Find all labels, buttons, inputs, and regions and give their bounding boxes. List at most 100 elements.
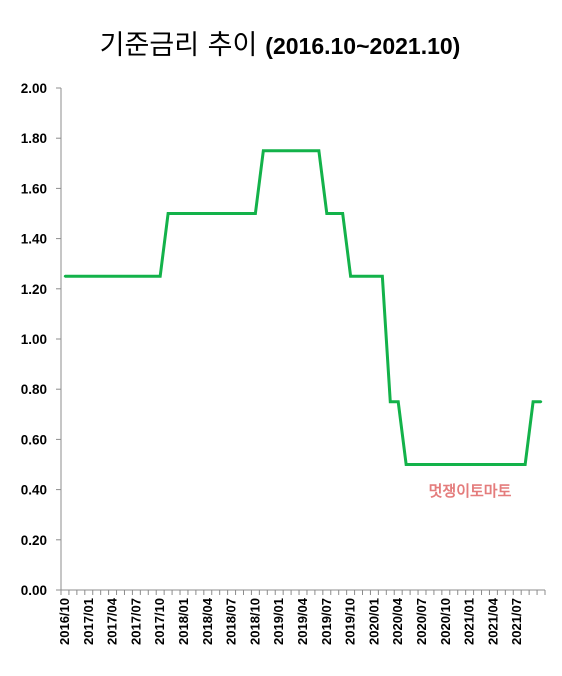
- x-tick-label: 2018/04: [200, 597, 215, 645]
- x-tick-label: 2017/04: [105, 597, 120, 645]
- data-point: [254, 212, 257, 215]
- x-tick-label: 2021/07: [509, 598, 524, 645]
- data-point: [127, 275, 130, 278]
- data-point: [71, 275, 75, 278]
- series-line: [64, 149, 542, 466]
- data-point: [238, 212, 241, 215]
- data-point: [79, 275, 83, 278]
- y-tick-label: 1.40: [21, 232, 47, 247]
- series-group: [63, 149, 543, 466]
- chart-title: 기준금리 추이 (2016.10~2021.10): [100, 30, 461, 61]
- data-point: [182, 212, 186, 215]
- x-tick-label: 2020/10: [438, 598, 453, 645]
- data-point: [365, 275, 368, 278]
- x-tick-label: 2019/01: [271, 598, 286, 645]
- data-point: [270, 149, 273, 152]
- data-point: [516, 463, 519, 466]
- data-point: [87, 275, 90, 278]
- data-point: [460, 463, 463, 466]
- x-tick-label: 2018/07: [224, 598, 239, 645]
- data-point: [325, 212, 328, 215]
- data-point: [349, 275, 352, 278]
- data-point: [206, 212, 209, 215]
- x-tick-label: 2019/04: [295, 597, 310, 645]
- y-tick-labels: 0.00 0.20 0.40 0.60 0.80 1.00 1.20 1.40 1.60 1.80…: [21, 81, 47, 598]
- x-tick-label: 2017/01: [81, 598, 96, 645]
- data-point: [436, 463, 440, 466]
- data-point: [476, 463, 479, 466]
- data-point: [230, 212, 233, 215]
- data-point: [508, 463, 511, 466]
- x-tick-labels: 2016/10 2017/01 2017/04 2017/07 2017/10 2018/…: [57, 597, 524, 645]
- data-point: [523, 463, 527, 466]
- data-point: [389, 400, 392, 403]
- y-tick-label: 0.00: [21, 583, 47, 598]
- data-point: [444, 463, 448, 466]
- data-point: [420, 463, 424, 466]
- axes: [56, 87, 546, 595]
- x-tick-label: 2017/10: [152, 598, 167, 645]
- data-point: [174, 212, 178, 215]
- data-point: [301, 149, 305, 152]
- x-tick-label: 2016/10: [57, 598, 72, 645]
- watermark-text: 멋쟁이토마토: [429, 482, 512, 500]
- x-tick-label: 2018/10: [247, 598, 262, 645]
- data-point: [428, 463, 432, 466]
- x-tick-label: 2021/01: [462, 598, 477, 645]
- data-point: [151, 275, 154, 278]
- data-point: [119, 275, 122, 278]
- data-point: [492, 463, 495, 466]
- x-tick-label: 2021/04: [485, 597, 500, 645]
- data-point: [166, 212, 170, 215]
- y-tick-label: 0.20: [21, 533, 47, 548]
- y-tick-label: 1.00: [21, 332, 47, 347]
- data-point: [484, 463, 487, 466]
- data-point: [357, 275, 360, 278]
- data-point: [135, 275, 138, 278]
- data-point: [143, 275, 146, 278]
- x-tick-label: 2020/04: [390, 597, 405, 645]
- data-point: [103, 275, 106, 278]
- y-tick-label: 1.80: [21, 131, 47, 146]
- data-point: [214, 212, 217, 215]
- data-point: [373, 275, 376, 278]
- data-point: [468, 463, 471, 466]
- data-point: [341, 212, 344, 215]
- data-point: [111, 275, 114, 278]
- y-tick-label: 0.60: [21, 432, 47, 447]
- x-tick-label: 2018/01: [176, 598, 191, 645]
- data-point: [317, 149, 321, 152]
- y-tick-label: 1.60: [21, 181, 47, 196]
- x-tick-label: 2020/01: [366, 598, 381, 645]
- data-point: [190, 212, 194, 215]
- data-point: [222, 212, 225, 215]
- y-tick-label: 1.20: [21, 282, 47, 297]
- data-point: [285, 149, 289, 152]
- data-point: [198, 212, 202, 215]
- data-point: [412, 463, 416, 466]
- x-tick-label: 2019/10: [343, 598, 358, 645]
- data-point: [293, 149, 297, 152]
- data-point: [531, 400, 535, 403]
- data-point: [333, 212, 336, 215]
- data-point: [246, 212, 249, 215]
- data-point: [452, 463, 455, 466]
- data-point: [278, 149, 281, 152]
- data-point: [381, 275, 384, 278]
- data-point: [95, 275, 98, 278]
- y-tick-label: 0.40: [21, 483, 47, 498]
- data-point: [539, 400, 543, 403]
- data-point: [309, 149, 313, 152]
- x-tick-label: 2019/07: [319, 598, 334, 645]
- x-tick-label: 2017/07: [128, 598, 143, 645]
- x-tick-label: 2020/07: [414, 598, 429, 645]
- y-tick-label: 0.80: [21, 382, 47, 397]
- chart-subtitle: (2016.10~2021.10): [265, 33, 460, 59]
- data-point: [262, 149, 265, 152]
- chart-title-main: 기준금리 추이: [100, 30, 258, 61]
- data-point: [404, 463, 408, 466]
- y-tick-label: 2.00: [21, 81, 47, 96]
- data-point: [500, 463, 503, 466]
- data-point: [397, 400, 400, 403]
